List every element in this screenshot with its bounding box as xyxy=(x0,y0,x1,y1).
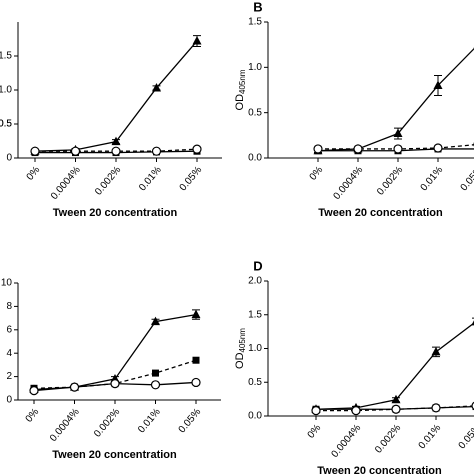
y-tick-label: 0.0 xyxy=(248,153,262,164)
y-tick-label: 1.0 xyxy=(0,85,12,96)
y-axis-label-main: OD xyxy=(234,94,246,111)
y-axis-label-sub: 405nm xyxy=(238,69,247,94)
x-tick-label: 0.0004% xyxy=(49,164,83,201)
x-tick-label: 0.002% xyxy=(373,422,403,455)
x-tick-label: 0.0004% xyxy=(332,164,366,201)
x-tick-label: 0.01% xyxy=(137,164,164,193)
marker-circle xyxy=(151,146,162,156)
marker-circle xyxy=(30,146,40,156)
marker-triangle xyxy=(471,320,474,325)
marker-triangle xyxy=(431,346,441,356)
x-tick-label: 0% xyxy=(25,164,43,182)
marker-triangle xyxy=(152,82,161,92)
y-tick-label: 0.5 xyxy=(248,377,262,388)
y-tick-label: 10 xyxy=(1,278,13,289)
marker-triangle xyxy=(192,36,202,45)
x-axis-label: Tween 20 concentration xyxy=(53,207,178,219)
marker-circle xyxy=(391,404,401,414)
marker-triangle xyxy=(433,80,443,89)
x-tick-label: 0.01% xyxy=(136,406,163,435)
x-tick-label: 0.0004% xyxy=(330,422,364,459)
y-axis-label-sub: 405nm xyxy=(238,328,247,353)
marker-circle xyxy=(351,406,361,416)
marker-triangle xyxy=(191,309,201,319)
marker-triangle xyxy=(391,394,401,404)
y-axis-label: OD405nm xyxy=(234,69,247,110)
y-tick-label: 1.5 xyxy=(0,51,12,62)
x-axis-label: Tween 20 concentration xyxy=(52,449,177,461)
marker-circle xyxy=(393,144,403,154)
marker-triangle xyxy=(151,316,160,326)
x-tick-label: 0% xyxy=(306,422,324,440)
series-line xyxy=(34,40,198,152)
marker-circle xyxy=(69,382,80,392)
x-tick-label: 0.002% xyxy=(93,164,123,197)
x-tick-label: 0.002% xyxy=(92,406,122,439)
y-tick-label: 2.0 xyxy=(248,276,262,287)
y-tick-label: 1.5 xyxy=(248,309,262,320)
x-tick-label: 0.05% xyxy=(178,164,205,193)
marker-circle xyxy=(191,377,201,388)
y-tick-label: 1.5 xyxy=(248,17,262,28)
x-axis-label: Tween 20 concentration xyxy=(317,465,442,474)
y-tick-label: 0.5 xyxy=(0,119,12,130)
marker-square xyxy=(152,369,159,377)
y-tick-label: 0.5 xyxy=(0,119,12,130)
panel-label: D xyxy=(253,258,262,273)
y-tick-label: 2 xyxy=(6,371,12,382)
y-tick-label: 1.0 xyxy=(248,62,262,73)
x-tick-label: 0.05% xyxy=(459,164,474,193)
marker-circle xyxy=(313,144,323,154)
marker-circle xyxy=(111,146,121,156)
y-tick-label: 1.0 xyxy=(248,343,262,354)
y-tick-label: 6 xyxy=(6,324,12,335)
x-tick-label: 0.05% xyxy=(457,422,474,451)
x-tick-label: 0% xyxy=(308,164,326,182)
y-tick-label: 8 xyxy=(6,301,12,312)
marker-circle xyxy=(150,380,161,390)
y-axis-label: OD405nm xyxy=(234,328,247,369)
x-tick-label: 0.01% xyxy=(419,164,446,193)
y-tick-label: 0 xyxy=(6,153,12,164)
y-tick-label: 0.0 xyxy=(248,411,262,422)
y-tick-label: 4 xyxy=(6,348,12,359)
y-axis-label-main: OD xyxy=(234,352,246,369)
marker-triangle xyxy=(111,136,121,146)
marker-circle xyxy=(70,146,81,156)
x-tick-label: 0.002% xyxy=(375,164,405,197)
marker-circle xyxy=(431,403,441,413)
y-tick-label: 0.5 xyxy=(248,107,262,118)
marker-circle xyxy=(29,386,39,396)
series-line xyxy=(315,322,474,410)
marker-circle xyxy=(110,379,120,389)
marker-triangle xyxy=(393,128,403,138)
y-tick-label: 0 xyxy=(6,395,12,406)
panel-label: B xyxy=(253,0,262,14)
x-tick-label: 0.05% xyxy=(177,406,204,435)
marker-circle xyxy=(192,144,202,154)
marker-circle xyxy=(353,144,363,154)
marker-circle xyxy=(311,406,321,416)
x-axis-label: Tween 20 concentration xyxy=(318,207,443,219)
x-tick-label: 0% xyxy=(24,406,42,424)
x-tick-label: 0.0004% xyxy=(48,406,82,443)
marker-square xyxy=(192,356,200,364)
marker-circle xyxy=(433,143,443,153)
x-tick-label: 0.01% xyxy=(417,422,444,451)
